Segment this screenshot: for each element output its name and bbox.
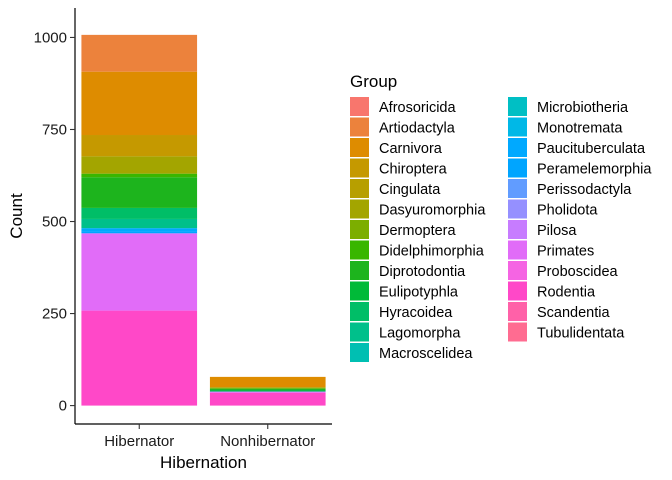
bar-segment [81,228,198,232]
x-axis-ticks: Hibernator Nonhibernator [104,424,315,450]
legend-label: Didelphimorphia [379,244,485,260]
legend-label: Paucituberculata [537,141,646,157]
bar-segment [209,392,326,406]
legend-key [508,199,527,219]
x-axis-title: Hibernation [160,453,247,472]
legend-label: Scandentia [537,305,610,321]
legend-label: Macroscelidea [379,346,473,362]
legend-key [508,261,527,280]
legend-key [350,261,369,280]
legend-label: Microbiotheria [537,100,629,116]
bar-segment [81,233,198,311]
legend-key [350,179,369,198]
legend-label: Monotremata [537,121,623,137]
legend-label: Peramelemorphia [537,162,652,178]
bar-segment [81,71,198,136]
legend-label: Primates [537,244,594,260]
y-axis-ticks: 0 250 500 750 1000 [34,29,75,415]
bar-segment [209,389,326,391]
legend-label: Pholidota [537,203,598,219]
legend-label: Tubulidentata [537,326,625,342]
y-axis-title: Count [7,193,26,239]
legend-label: Chiroptera [379,162,448,178]
legend-key [508,117,527,137]
legend-label: Cingulata [379,182,441,198]
bar-segment [209,376,326,388]
bar-segment [81,34,198,72]
legend-key [508,97,527,116]
legend-key [508,281,527,301]
legend-key [350,97,369,116]
legend-label: Dermoptera [379,223,456,239]
legend-label: Carnivora [379,141,443,157]
bar-segment [81,135,198,157]
legend-key [508,179,527,198]
y-tick-label: 750 [42,121,67,138]
bar-segment [209,388,326,390]
bar-segment [209,387,326,389]
legend: Group Afrosoricida Artiodactyla Carnivora C… [350,72,652,362]
legend-label: Afrosoricida [379,100,456,116]
legend-label: Lagomorpha [379,326,461,342]
legend-key [350,302,369,321]
legend-label: Rodentia [537,285,596,301]
y-tick-label: 250 [42,306,67,323]
bar-segment [81,310,198,406]
legend-key [350,220,369,239]
legend-key [350,117,369,137]
bar-segment [209,390,326,392]
legend-key [350,322,369,342]
legend-label: Proboscidea [537,264,619,280]
legend-key [350,343,369,362]
y-tick-label: 1000 [34,29,67,46]
y-tick-label: 0 [59,398,67,415]
legend-key [350,281,369,301]
bar-segment [81,218,198,229]
legend-key [508,158,527,178]
legend-label: Artiodactyla [379,121,456,137]
x-tick-label: Hibernator [104,433,174,450]
legend-label: Eulipotyphla [379,285,459,301]
legend-key [350,240,369,260]
y-tick-label: 500 [42,214,67,231]
bar-segment [81,231,198,234]
legend-title: Group [350,72,397,91]
x-tick-label: Nonhibernator [220,433,315,450]
bar-segment [209,391,326,393]
bar-segment [81,177,198,208]
legend-label: Pilosa [537,223,577,239]
bars-layer [81,34,326,406]
legend-label: Diprotodontia [379,264,466,280]
bar-segment [81,156,198,174]
legend-key [508,138,527,157]
legend-key [508,220,527,239]
legend-label: Hyracoidea [379,305,453,321]
legend-key [508,322,527,342]
legend-key [350,199,369,219]
bar-segment [81,207,198,219]
legend-key [508,302,527,321]
axes-layer [74,8,332,425]
legend-label: Dasyuromorphia [379,203,486,219]
legend-key [350,138,369,157]
legend-label: Perissodactyla [537,182,632,198]
legend-key [350,158,369,178]
legend-key [508,240,527,260]
bar-segment [81,173,198,178]
